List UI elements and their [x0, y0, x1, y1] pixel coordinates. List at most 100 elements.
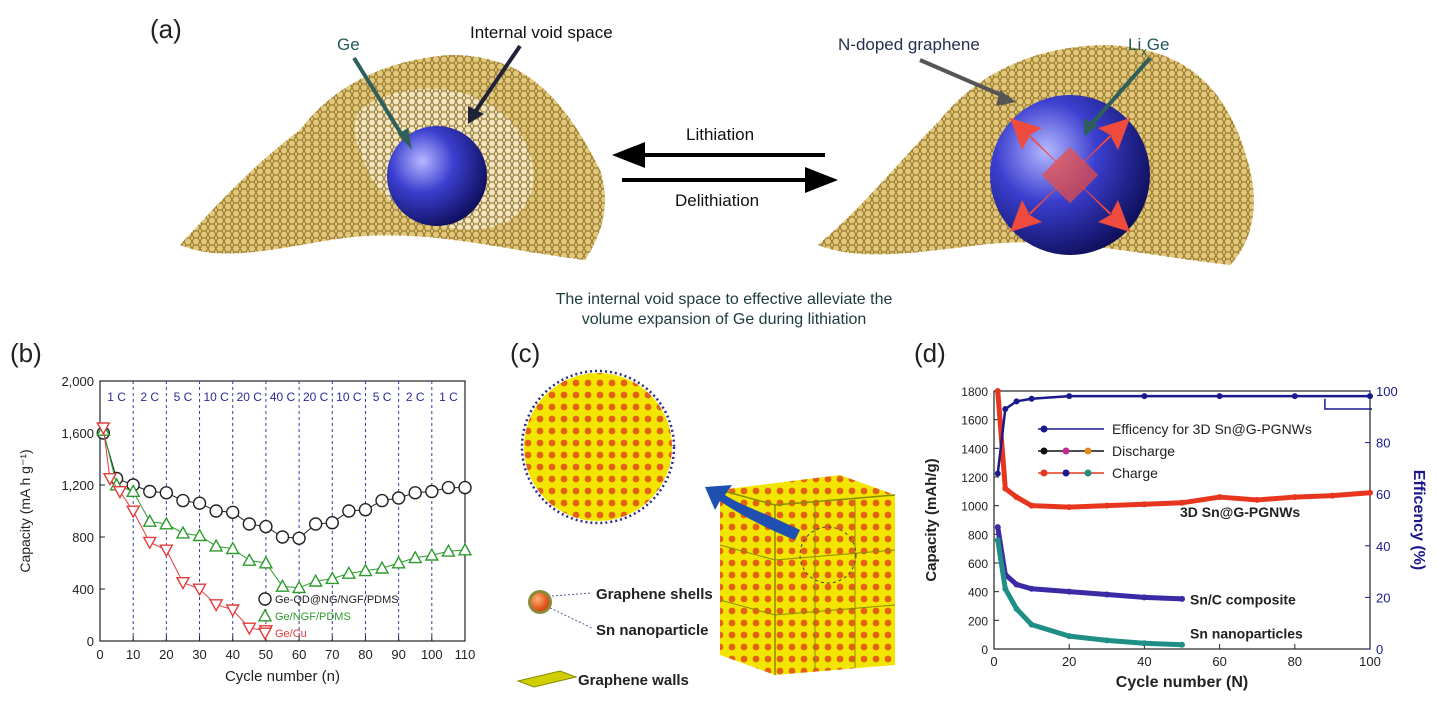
sn-label: Sn nanoparticle — [596, 622, 709, 639]
axis-pointer-icon — [1324, 398, 1372, 410]
series-line — [995, 390, 1371, 510]
data-point — [112, 485, 128, 499]
void-label: Internal void space — [470, 23, 613, 42]
y2-axis-label: Efficency (%) — [1410, 470, 1427, 570]
panel-c-label: (c) — [510, 338, 541, 368]
data-point — [1028, 621, 1035, 628]
data-point — [125, 484, 141, 498]
data-point — [408, 486, 422, 500]
legend-marker — [1040, 447, 1048, 455]
data-point — [1066, 393, 1073, 400]
plot-frame — [993, 390, 1371, 650]
y2-tick-label: 20 — [1376, 590, 1390, 605]
data-point — [994, 524, 1001, 531]
data-point — [1291, 494, 1298, 501]
data-point — [292, 531, 306, 546]
x-tick-label: 80 — [358, 647, 372, 662]
y-tick-label: 1,600 — [61, 426, 94, 441]
delithiation-label: Delithiation — [675, 191, 759, 210]
y-tick-label: 800 — [968, 528, 988, 542]
data-point — [208, 538, 224, 552]
data-point — [208, 599, 224, 613]
data-point — [325, 515, 339, 530]
legend-marker — [1040, 469, 1048, 477]
legend-marker — [1062, 447, 1070, 455]
shells-label: Graphene shells — [596, 586, 713, 603]
plot-frame — [99, 380, 466, 642]
y-tick-label: 1600 — [961, 414, 988, 428]
data-point — [1002, 585, 1009, 592]
y-tick-label: 1400 — [961, 442, 988, 456]
rate-label: 10 C — [203, 390, 229, 404]
data-point — [176, 493, 190, 508]
data-point — [291, 580, 307, 594]
data-point — [1002, 485, 1009, 492]
x-tick-label: 30 — [192, 647, 206, 662]
x-tick-label: 60 — [1212, 654, 1226, 669]
data-point — [159, 544, 174, 558]
series-line — [995, 539, 1183, 648]
legend-entry: Charge — [1112, 465, 1158, 481]
data-point — [1103, 591, 1110, 598]
ge-label: Ge — [337, 35, 360, 54]
data-point — [1013, 581, 1020, 588]
x-tick-label: 20 — [1062, 654, 1076, 669]
data-point — [1028, 585, 1035, 592]
y-tick-label: 200 — [968, 614, 988, 628]
data-point — [1179, 641, 1185, 648]
rate-label: 2 C — [140, 390, 159, 404]
void-space-note: The internal void space to effective all… — [555, 291, 893, 328]
data-point — [1291, 393, 1298, 400]
data-point — [1216, 393, 1223, 400]
data-point — [259, 519, 273, 534]
x-tick-label: 40 — [225, 647, 239, 662]
rate-label: 1 C — [439, 390, 458, 404]
data-point — [159, 486, 174, 500]
data-point — [226, 505, 240, 520]
data-point — [1066, 588, 1073, 595]
data-point — [325, 571, 340, 585]
y-tick-label: 800 — [72, 530, 94, 545]
y-tick-label: 1000 — [961, 500, 988, 514]
data-point — [441, 480, 456, 495]
series-annotation: Sn/C composite — [1190, 592, 1296, 608]
data-point — [1254, 496, 1261, 503]
data-point — [102, 472, 118, 486]
data-point — [1329, 492, 1336, 499]
y2-tick-label: 80 — [1376, 436, 1390, 451]
y2-tick-label: 100 — [1376, 384, 1398, 399]
data-point — [1103, 502, 1110, 509]
data-point — [225, 541, 240, 555]
data-point — [1013, 398, 1020, 405]
data-point — [1066, 504, 1073, 511]
walls-label: Graphene walls — [578, 672, 689, 689]
y-tick-label: 0 — [87, 634, 94, 649]
data-point — [159, 516, 174, 530]
data-point — [1367, 393, 1373, 400]
y2-tick-label: 0 — [1376, 642, 1383, 657]
x-axis-label: Cycle number (n) — [225, 668, 340, 685]
series-annotation: 3D Sn@G-PGNWs — [1180, 504, 1300, 520]
ge-sphere — [387, 126, 487, 226]
y-tick-label: 1200 — [961, 471, 988, 485]
data-point — [1066, 633, 1073, 640]
x-tick-label: 50 — [259, 647, 273, 662]
rate-capability-chart: 1 C 2 C 5 C 10 C 20 C 40 C 20 C 10 C 5 C 2 C 1 C 0 1… — [17, 374, 475, 685]
panel-a-illustration: Ge Internal void space N-doped graphene … — [180, 23, 1254, 265]
y2-tick-label: 40 — [1376, 539, 1390, 554]
panel-a-label: (a) — [150, 14, 182, 44]
data-point — [175, 576, 191, 590]
data-point — [374, 560, 390, 574]
y-tick-label: 1,200 — [61, 478, 94, 493]
y-tick-label: 1800 — [961, 385, 988, 399]
lixge-label: LixGe — [1128, 35, 1169, 58]
data-point — [192, 528, 207, 542]
panel-b-label: (b) — [10, 338, 42, 368]
data-point — [258, 555, 274, 569]
legend-entry: Ge/NGF/PDMS — [275, 611, 351, 623]
x-tick-label: 100 — [1359, 654, 1381, 669]
legend-marker — [1040, 425, 1048, 433]
rate-label: 40 C — [270, 390, 296, 404]
rate-label: 1 C — [107, 390, 126, 404]
rate-label: 5 C — [174, 390, 193, 404]
